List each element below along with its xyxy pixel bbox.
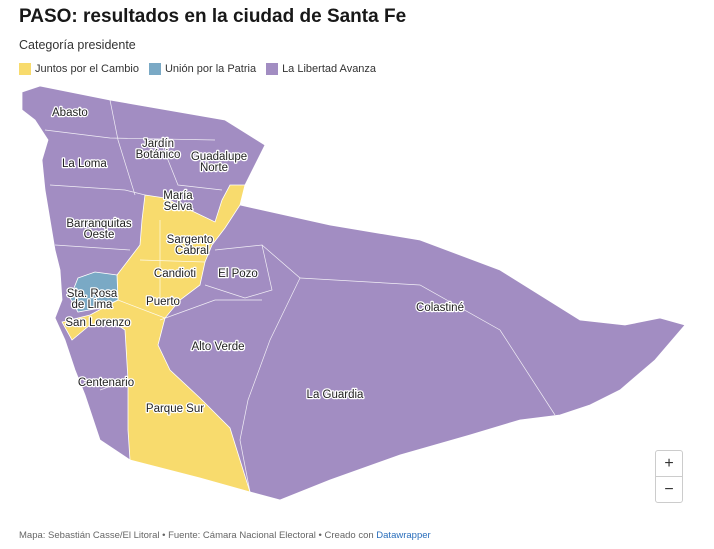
legend-swatch-union	[148, 63, 161, 75]
label-jardin-botanico-1: Jardín	[142, 138, 174, 150]
label-maria-selva-2: Selva	[164, 201, 193, 213]
footer: Mapa: Sebastián Casse/El Litoral • Fuent…	[19, 530, 431, 541]
chart-title: PASO: resultados en la ciudad de Santa F…	[19, 6, 407, 27]
neighborhood-boundaries	[44, 99, 556, 493]
legend-item-libertad: La Libertad Avanza	[266, 63, 376, 75]
label-abasto: Abasto	[52, 107, 88, 119]
label-maria-selva-1: María	[163, 190, 193, 202]
label-guadalupe-norte-2: Norte	[200, 162, 228, 174]
legend-title: Categoría presidente	[19, 38, 136, 52]
label-san-lorenzo: San Lorenzo	[65, 317, 130, 329]
label-alto-verde: Alto Verde	[191, 341, 244, 353]
legend-label-libertad: La Libertad Avanza	[282, 63, 377, 75]
zoom-in-button[interactable]: +	[664, 454, 674, 472]
datawrapper-link[interactable]: Datawrapper	[376, 530, 431, 541]
legend-label-juntos: Juntos por el Cambio	[35, 63, 139, 75]
label-el-pozo: El Pozo	[218, 268, 258, 280]
label-guadalupe-norte-1: Guadalupe	[191, 151, 247, 163]
label-sta-rosa-de-lima-1: Sta. Rosa	[67, 288, 118, 300]
zoom-controls: + −	[655, 450, 683, 503]
label-la-guardia: La Guardia	[307, 389, 365, 401]
legend: Juntos por el Cambio Unión por la Patria…	[19, 63, 376, 75]
legend-item-juntos: Juntos por el Cambio	[19, 63, 139, 75]
zoom-out-button[interactable]: −	[656, 476, 682, 502]
label-la-loma: La Loma	[62, 158, 107, 170]
legend-swatch-juntos	[19, 63, 31, 75]
label-centenario: Centenario	[78, 377, 134, 389]
label-sargento-cabral-2: Cabral	[175, 245, 209, 257]
label-jardin-botanico-2: Botánico	[136, 149, 181, 161]
label-puerto: Puerto	[146, 296, 180, 308]
label-barranquitas-oeste-1: Barranquitas	[66, 218, 131, 230]
map[interactable]: Abasto Jardín Botánico Guadalupe Norte L…	[0, 80, 714, 520]
label-candioti: Candioti	[154, 268, 196, 280]
neighborhood-labels: Abasto Jardín Botánico Guadalupe Norte L…	[51, 106, 465, 417]
label-colastine: Colastiné	[416, 302, 464, 314]
label-barranquitas-oeste-2: Oeste	[84, 229, 115, 241]
label-sta-rosa-de-lima-2: de Lima	[72, 299, 114, 311]
legend-swatch-libertad	[266, 63, 279, 75]
footer-credits: Mapa: Sebastián Casse/El Litoral • Fuent…	[19, 530, 377, 541]
map-svg[interactable]: Abasto Jardín Botánico Guadalupe Norte L…	[0, 80, 714, 520]
label-sargento-cabral-1: Sargento	[167, 234, 214, 246]
label-parque-sur: Parque Sur	[146, 403, 204, 415]
region-union-santa-rosa[interactable]	[69, 271, 119, 313]
legend-label-union: Unión por la Patria	[164, 63, 257, 75]
legend-item-union: Unión por la Patria	[148, 63, 257, 75]
